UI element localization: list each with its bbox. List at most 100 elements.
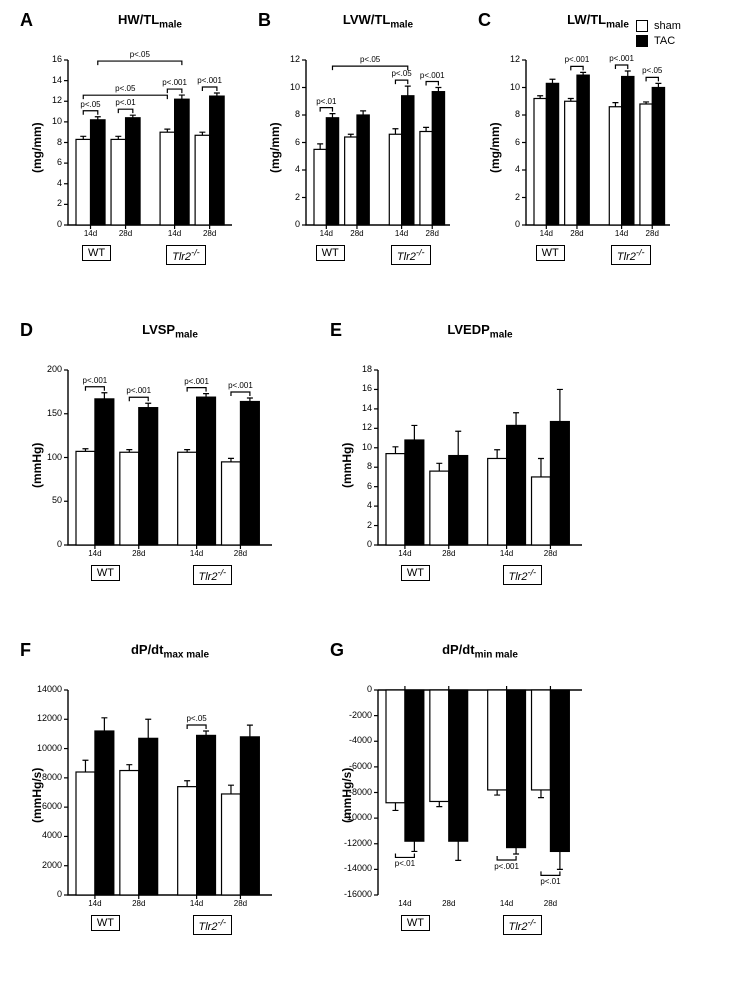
bar-F-1 [95, 731, 114, 895]
bar-G-5 [507, 690, 526, 848]
bar-E-1 [405, 440, 424, 545]
group-label-WT: WT [91, 565, 120, 581]
bar-G-0 [386, 690, 405, 803]
chart-svg-C [478, 10, 678, 280]
sig-label: p<.05 [73, 100, 109, 109]
x-tick-label: 28d [538, 899, 562, 908]
bar-E-0 [386, 454, 405, 545]
bar-C-7 [652, 88, 664, 226]
sig-label: p<.001 [192, 76, 228, 85]
x-tick-label: 14d [610, 229, 634, 238]
bar-F-4 [178, 787, 197, 895]
x-tick-label: 14d [185, 899, 209, 908]
bar-F-3 [139, 738, 158, 895]
bar-C-0 [534, 99, 546, 226]
bar-D-2 [120, 452, 139, 545]
bar-A-7 [210, 96, 225, 225]
bar-F-5 [197, 735, 216, 895]
bar-D-0 [76, 451, 95, 545]
bar-C-2 [565, 101, 577, 225]
bar-D-5 [197, 397, 216, 545]
sig-label: p<.05 [122, 50, 158, 59]
bar-G-7 [550, 690, 569, 851]
bar-B-6 [420, 132, 432, 226]
x-tick-label: 14d [314, 229, 338, 238]
figure-root: sham TAC AHW/TLmale(mg/mm)02468101214161… [0, 0, 732, 991]
sig-label: p<.05 [352, 55, 388, 64]
panel-C: CLW/TLmale(mg/mm)02468101214d28d14d28dWT… [478, 10, 678, 280]
bar-E-6 [532, 477, 551, 545]
bar-D-1 [95, 399, 114, 545]
sig-label: p<.05 [179, 714, 215, 723]
bar-G-6 [532, 690, 551, 790]
sig-label: p<.001 [121, 386, 157, 395]
panel-B: BLVW/TLmale(mg/mm)02468101214d28d14d28dW… [258, 10, 458, 280]
bar-C-5 [622, 77, 634, 226]
bar-C-6 [640, 104, 652, 225]
bar-E-4 [488, 458, 507, 545]
bar-A-1 [91, 120, 106, 225]
x-tick-label: 28d [198, 229, 222, 238]
bar-F-0 [76, 772, 95, 895]
sig-label: p<.01 [387, 859, 423, 868]
x-tick-label: 28d [127, 549, 151, 558]
x-tick-label: 28d [437, 899, 461, 908]
bar-C-1 [546, 83, 558, 225]
x-tick-label: 28d [127, 899, 151, 908]
x-tick-label: 14d [393, 899, 417, 908]
bar-A-0 [76, 139, 91, 225]
x-tick-label: 14d [495, 549, 519, 558]
group-label-Tlr2-/-: Tlr2-/- [193, 565, 233, 585]
bar-A-3 [126, 118, 141, 225]
bar-D-7 [240, 402, 259, 546]
sig-label: p<.01 [108, 98, 144, 107]
x-tick-label: 28d [640, 229, 664, 238]
chart-svg-E [330, 320, 590, 600]
bar-G-4 [488, 690, 507, 790]
sig-label: p<.05 [634, 66, 670, 75]
bar-E-3 [449, 456, 468, 545]
panel-D: DLVSPmale(mmHg)05010015020014d28d14d28dW… [20, 320, 280, 600]
bar-C-4 [609, 107, 621, 225]
x-tick-label: 14d [79, 229, 103, 238]
x-tick-label: 28d [228, 549, 252, 558]
group-label-WT: WT [401, 915, 430, 931]
bar-D-3 [139, 408, 158, 545]
x-tick-label: 14d [393, 549, 417, 558]
bar-E-5 [507, 425, 526, 545]
group-label-WT: WT [401, 565, 430, 581]
sig-label: p<.001 [559, 55, 595, 64]
sig-label: p<.001 [489, 862, 525, 871]
bar-A-5 [175, 99, 190, 225]
x-tick-label: 28d [538, 549, 562, 558]
sig-label: p<.001 [157, 78, 193, 87]
bar-E-7 [550, 422, 569, 545]
bar-G-1 [405, 690, 424, 841]
bar-A-2 [111, 139, 126, 225]
group-label-Tlr2-/-: Tlr2-/- [611, 245, 651, 265]
bar-B-7 [432, 92, 444, 225]
x-tick-label: 14d [390, 229, 414, 238]
x-tick-label: 28d [345, 229, 369, 238]
x-tick-label: 14d [495, 899, 519, 908]
bar-D-6 [222, 462, 241, 545]
group-label-Tlr2-/-: Tlr2-/- [503, 565, 543, 585]
bar-G-2 [430, 690, 449, 801]
group-label-WT: WT [316, 245, 345, 261]
bar-B-2 [345, 137, 357, 225]
x-tick-label: 14d [534, 229, 558, 238]
x-tick-label: 14d [185, 549, 209, 558]
bar-F-2 [120, 771, 139, 895]
x-tick-label: 28d [437, 549, 461, 558]
bar-A-4 [160, 132, 175, 225]
group-label-WT: WT [82, 245, 111, 261]
group-label-Tlr2-/-: Tlr2-/- [391, 245, 431, 265]
panel-A: AHW/TLmale(mg/mm)024681012141614d28d14d2… [20, 10, 240, 280]
bar-F-7 [240, 737, 259, 895]
bar-B-4 [389, 134, 401, 225]
sig-label: p<.05 [107, 84, 143, 93]
bar-G-3 [449, 690, 468, 841]
panel-G: GdP/dtmin male(mmHg/s)0-2000-4000-6000-8… [330, 640, 590, 950]
chart-svg-B [258, 10, 458, 280]
bar-B-5 [402, 96, 414, 225]
